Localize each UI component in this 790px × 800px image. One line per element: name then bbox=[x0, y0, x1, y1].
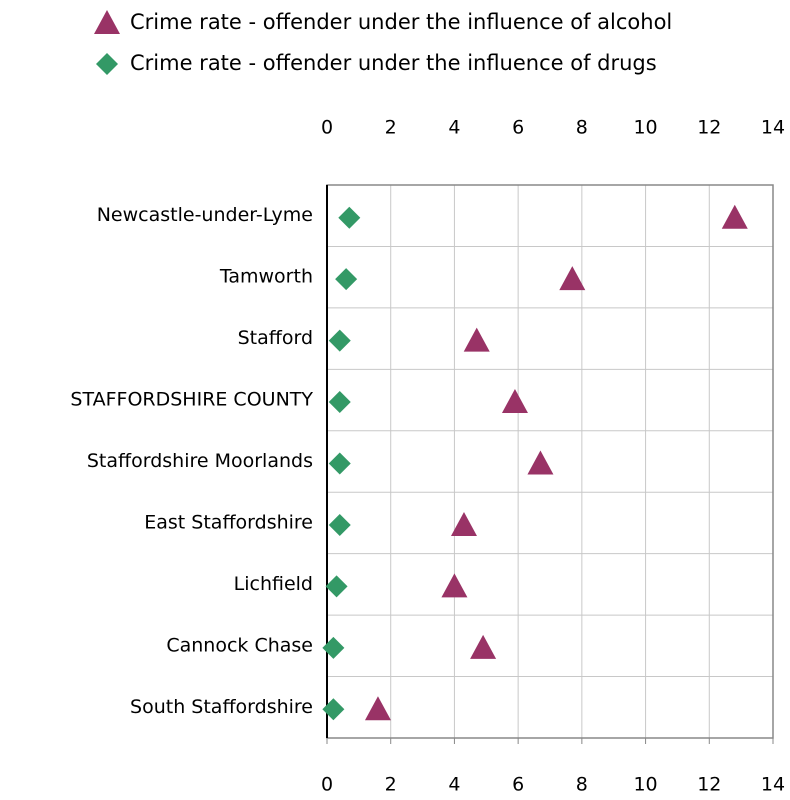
x-tick-label-top: 6 bbox=[512, 117, 524, 139]
legend-label: Crime rate - offender under the influenc… bbox=[130, 10, 672, 34]
x-tick-label-bottom: 0 bbox=[321, 774, 333, 796]
marker bbox=[450, 511, 477, 536]
marker bbox=[328, 329, 351, 352]
y-tick-label: Cannock Chase bbox=[166, 634, 313, 656]
y-tick-label: STAFFORDSHIRE COUNTY bbox=[70, 389, 313, 411]
legend-label: Crime rate - offender under the influenc… bbox=[130, 51, 657, 75]
y-tick-label: Staffordshire Moorlands bbox=[87, 450, 313, 472]
marker bbox=[721, 204, 748, 229]
marker bbox=[364, 696, 391, 721]
marker bbox=[322, 698, 345, 721]
x-tick-label-top: 14 bbox=[761, 117, 785, 139]
marker bbox=[335, 268, 358, 291]
y-tick-label: East Staffordshire bbox=[144, 511, 313, 533]
legend-marker bbox=[96, 53, 118, 75]
marker bbox=[328, 391, 351, 414]
marker bbox=[501, 389, 528, 414]
marker bbox=[463, 327, 490, 352]
marker bbox=[338, 206, 361, 229]
marker bbox=[559, 266, 586, 291]
y-tick-label: Lichfield bbox=[234, 573, 313, 595]
x-tick-label-bottom: 4 bbox=[448, 774, 460, 796]
marker bbox=[470, 634, 497, 659]
plot-frame bbox=[326, 184, 774, 739]
x-tick-label-top: 8 bbox=[576, 117, 588, 139]
x-tick-label-bottom: 8 bbox=[576, 774, 588, 796]
y-tick-label: South Staffordshire bbox=[130, 696, 313, 718]
x-tick-label-top: 4 bbox=[448, 117, 460, 139]
x-tick-label-top: 0 bbox=[321, 117, 333, 139]
x-tick-label-bottom: 10 bbox=[633, 774, 657, 796]
marker bbox=[322, 636, 345, 659]
x-tick-label-top: 12 bbox=[697, 117, 721, 139]
y-tick-label: Newcastle-under-Lyme bbox=[97, 204, 313, 226]
x-tick-label-bottom: 12 bbox=[697, 774, 721, 796]
marker bbox=[325, 575, 348, 598]
marker bbox=[441, 573, 468, 598]
marker bbox=[527, 450, 554, 475]
marker bbox=[328, 452, 351, 475]
x-tick-label-bottom: 2 bbox=[385, 774, 397, 796]
x-tick-label-bottom: 6 bbox=[512, 774, 524, 796]
y-tick-label: Tamworth bbox=[219, 266, 313, 288]
x-tick-label-top: 10 bbox=[633, 117, 657, 139]
legend-marker bbox=[94, 10, 120, 34]
marker bbox=[328, 513, 351, 536]
x-tick-label-top: 2 bbox=[385, 117, 397, 139]
y-tick-label: Stafford bbox=[238, 327, 313, 349]
x-tick-label-bottom: 14 bbox=[761, 774, 785, 796]
